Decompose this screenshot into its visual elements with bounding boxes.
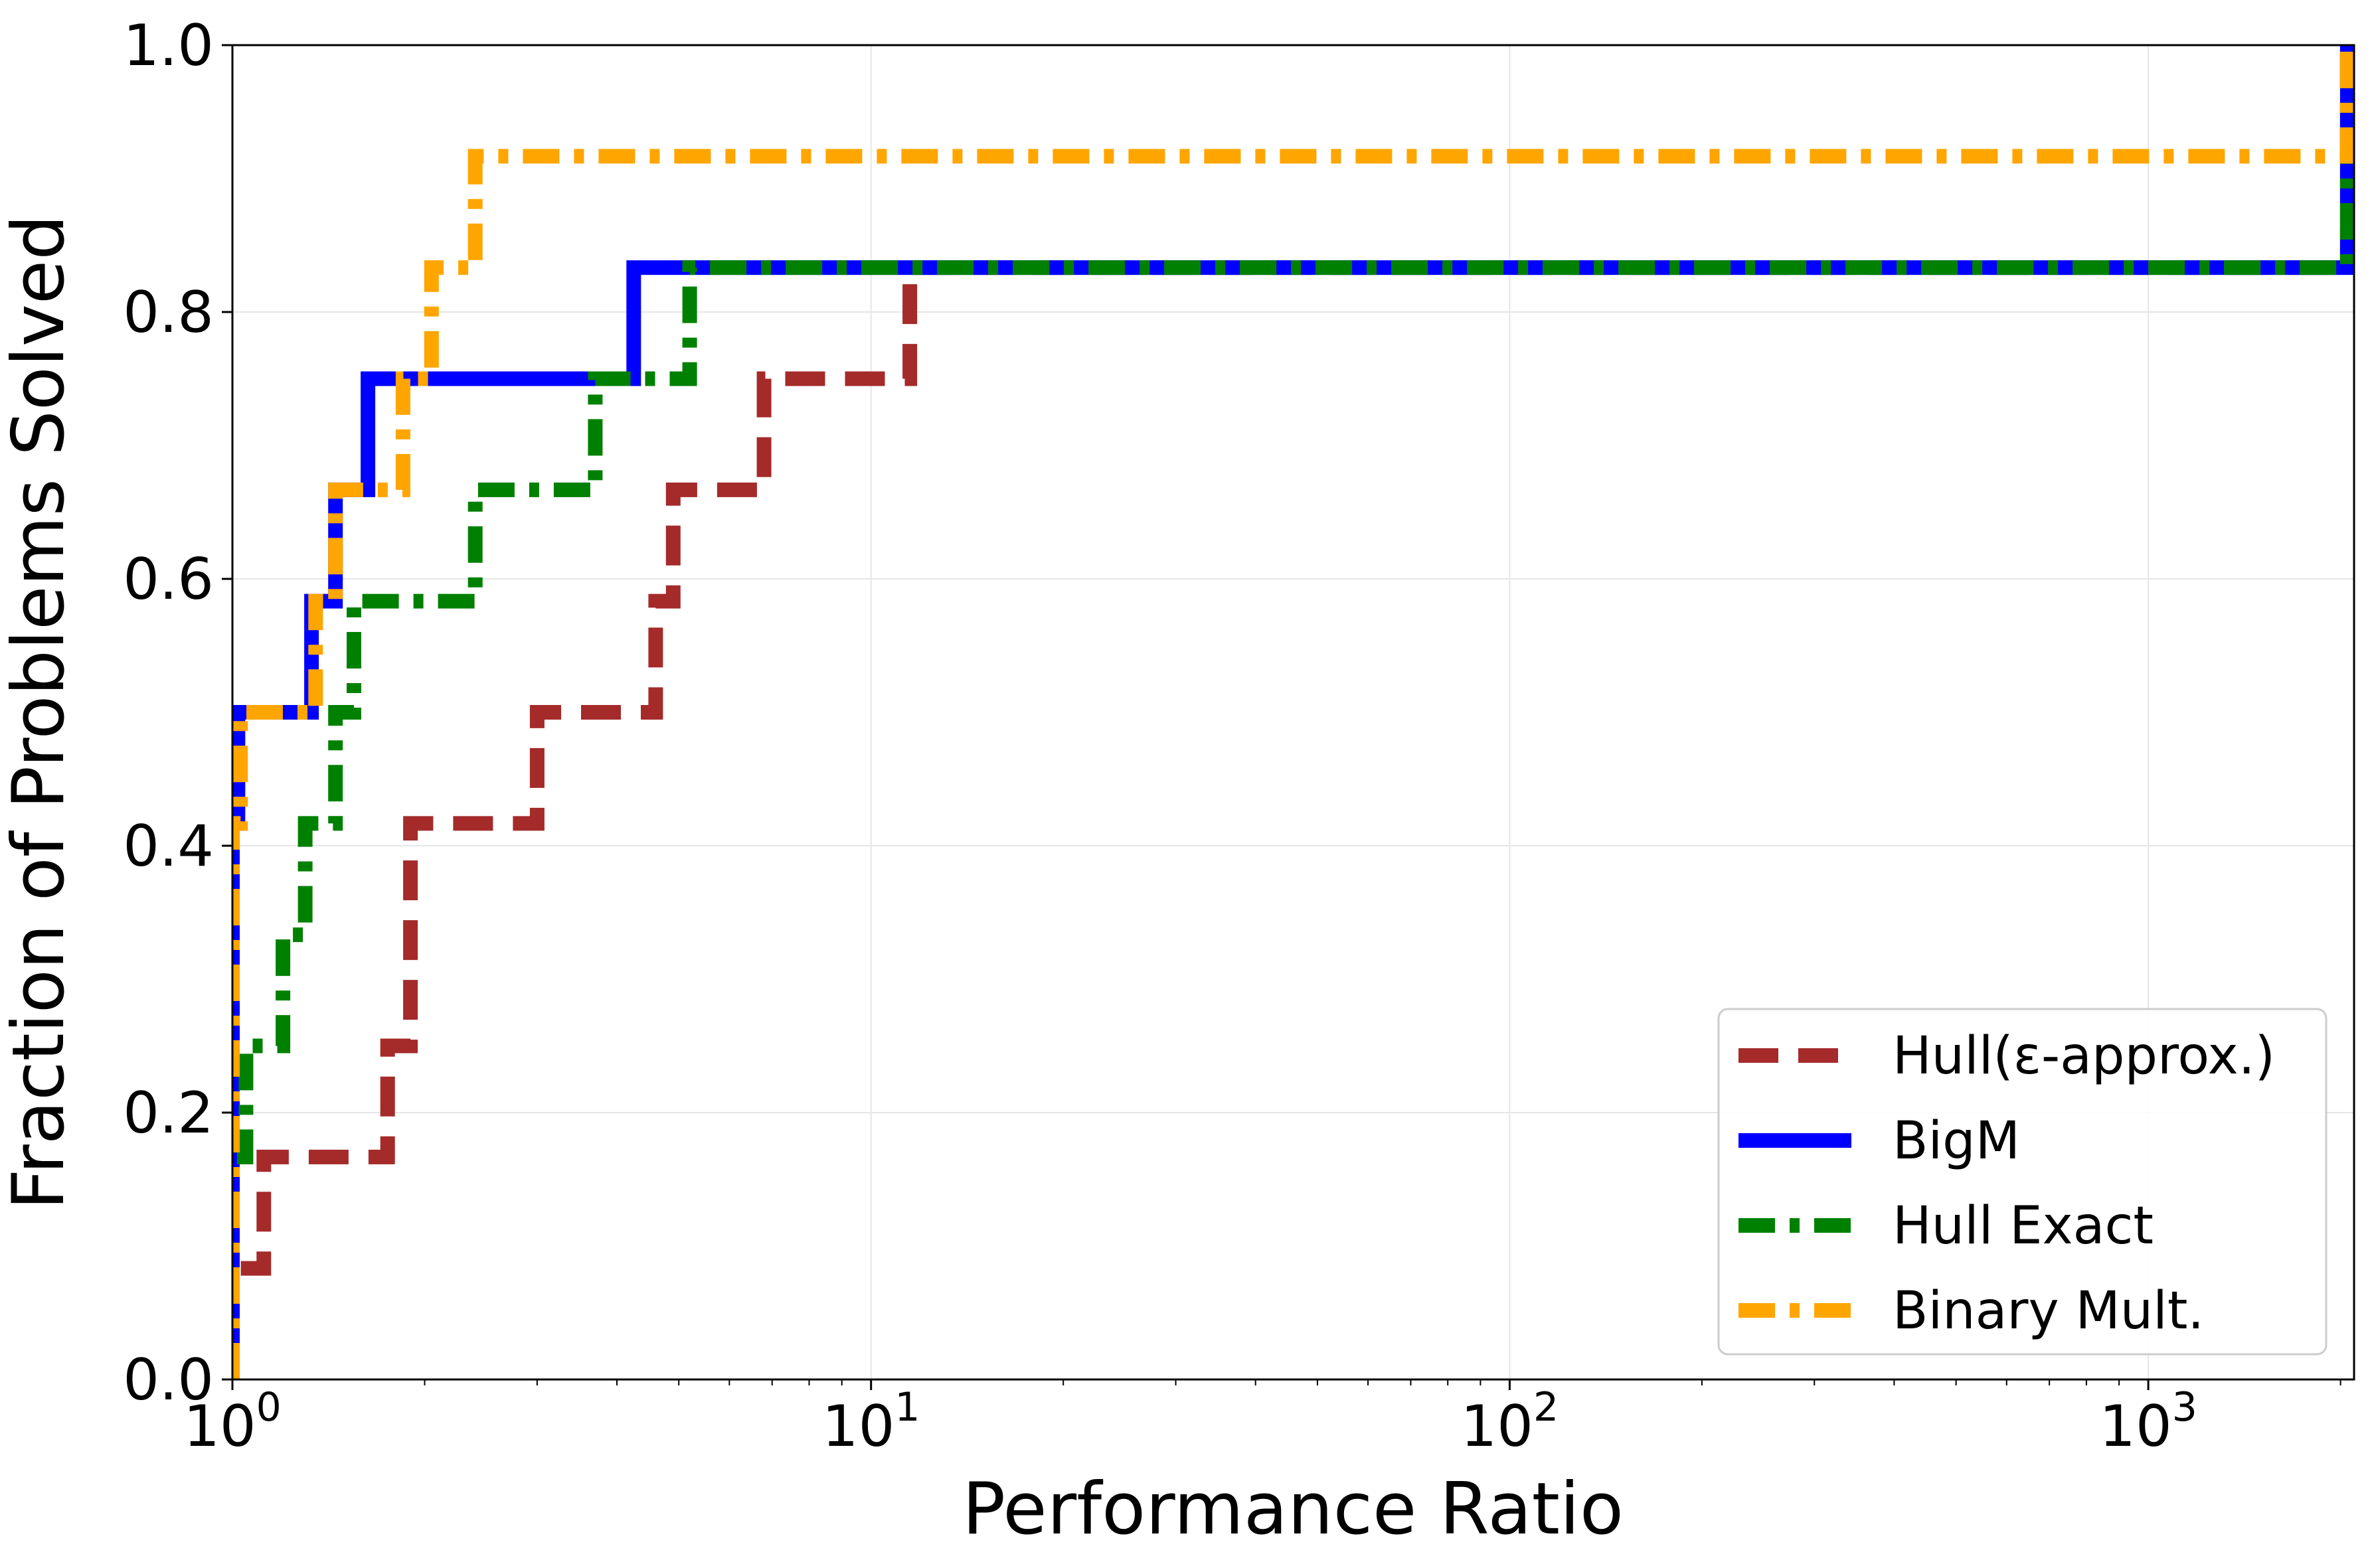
- x-tick-base: 10: [2099, 1393, 2171, 1460]
- x-tick-base: 10: [1461, 1393, 1533, 1460]
- legend-label-bigm: BigM: [1893, 1111, 2020, 1171]
- x-axis-title: Performance Ratio: [962, 1468, 1624, 1551]
- x-tick-label: 102: [1461, 1384, 1559, 1460]
- series-lines: [232, 45, 2354, 1379]
- y-tick-label: 0.8: [123, 279, 214, 346]
- series-line-hull-approx: [232, 45, 2354, 1379]
- x-tick-exponent: 1: [894, 1384, 920, 1431]
- x-tick-label: 103: [2099, 1384, 2197, 1460]
- x-tick-exponent: 3: [2172, 1384, 2197, 1431]
- plot-frame: [231, 44, 2355, 1381]
- series-line-hull-exact: [232, 45, 2354, 1379]
- y-tick-label: 1.0: [123, 13, 214, 79]
- y-tick-label: 0.0: [123, 1347, 214, 1413]
- x-tick-label: 100: [183, 1384, 282, 1460]
- y-axis-title: Fraction of Problems Solved: [0, 214, 80, 1210]
- legend-label-hull-approx: Hull(ε-approx.): [1893, 1026, 2275, 1086]
- y-tick-label: 0.4: [123, 813, 214, 880]
- legend-label-hull-exact: Hull Exact: [1893, 1196, 2154, 1256]
- legend-frame: [1717, 1008, 2328, 1356]
- x-tick-base: 10: [822, 1393, 894, 1460]
- y-tick-label: 0.2: [123, 1080, 214, 1146]
- x-tick-base: 10: [183, 1393, 256, 1460]
- y-tick-label: 0.6: [123, 546, 214, 613]
- x-tick-exponent: 0: [256, 1384, 282, 1431]
- x-tick-label: 101: [822, 1384, 920, 1460]
- x-tick-exponent: 2: [1533, 1384, 1559, 1431]
- series-line-binary-mult: [232, 45, 2354, 1379]
- legend: Hull(ε-approx.) BigM Hull Exact Binary Mult…: [1717, 1008, 2328, 1356]
- legend-label-binary-mult: Binary Mult.: [1893, 1281, 2204, 1341]
